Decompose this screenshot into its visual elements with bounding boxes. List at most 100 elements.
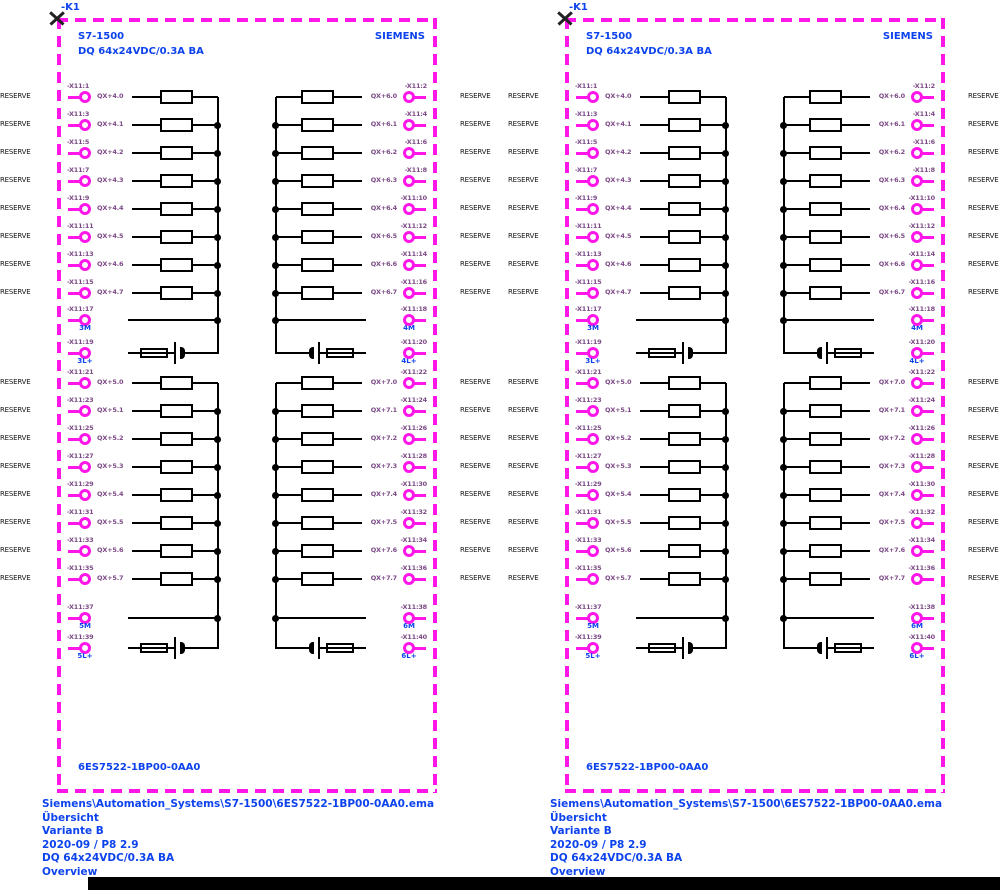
wire [636, 647, 683, 649]
reserve-label: RESERVE [460, 546, 491, 554]
output-symbol-box [301, 118, 334, 132]
signal-label: QX+6.0 [370, 91, 398, 100]
pin-number: -X11:8 [404, 166, 427, 174]
power-label: 3M [587, 324, 599, 332]
reserve-label: RESERVE [460, 378, 491, 386]
wire [842, 208, 870, 210]
footer-line: Siemens\Automation_Systems\S7-1500\6ES75… [550, 798, 943, 810]
wire [842, 550, 870, 552]
output-symbol-box [809, 286, 842, 300]
reserve-label: RESERVE [508, 288, 539, 296]
wire [193, 152, 218, 154]
pin-circle [587, 175, 599, 187]
pin-stub [576, 179, 589, 183]
reserve-label: RESERVE [968, 148, 999, 156]
pin-stub [413, 521, 426, 525]
reserve-label: RESERVE [968, 204, 999, 212]
wire [276, 550, 301, 552]
reserve-label: RESERVE [460, 204, 491, 212]
signal-label: QX+6.6 [878, 259, 906, 268]
wire [334, 494, 362, 496]
pin-stub [68, 549, 81, 553]
fuse-box [834, 348, 862, 358]
pin-number: -X11:9 [67, 194, 90, 202]
wire [276, 208, 301, 210]
wire [276, 494, 301, 496]
signal-label: QX+5.1 [97, 405, 124, 414]
wire [701, 180, 726, 182]
pin-number: -X11:15 [575, 278, 602, 286]
output-symbol-box [160, 572, 193, 586]
wire [128, 352, 175, 354]
output-symbol-box [809, 258, 842, 272]
wire [827, 352, 874, 354]
pin-circle [79, 91, 91, 103]
wire [132, 522, 160, 524]
pin-number: -X11:1 [575, 82, 598, 90]
pin-stub [921, 493, 934, 497]
pin-circle [79, 612, 91, 624]
reserve-label: RESERVE [0, 490, 31, 498]
pin-circle [403, 573, 415, 585]
wire [640, 522, 668, 524]
pin-circle [403, 405, 415, 417]
pin-stub [413, 409, 426, 413]
reserve-label: RESERVE [508, 92, 539, 100]
junction-dot [722, 149, 729, 157]
output-symbol-box [668, 258, 701, 272]
pin-circle [403, 461, 415, 473]
pin-circle [587, 347, 599, 359]
wire [334, 550, 362, 552]
wire [276, 264, 301, 266]
reserve-label: RESERVE [460, 406, 491, 414]
pin-circle [587, 573, 599, 585]
footer-line: DQ 64x24VDC/0.3A BA [42, 852, 175, 865]
pin-number: -X11:23 [67, 396, 94, 404]
wire [276, 96, 301, 98]
pin-stub [576, 577, 589, 581]
reserve-label: RESERVE [968, 574, 999, 582]
wire [636, 319, 726, 321]
junction-dot [780, 575, 787, 583]
pin-number: -X11:31 [67, 508, 94, 516]
output-symbol-box [301, 376, 334, 390]
pin-circle [587, 545, 599, 557]
junction-dot [780, 149, 787, 157]
pin-number: -X11:12 [400, 222, 428, 230]
wire [701, 382, 726, 384]
junction-dot [214, 575, 221, 583]
signal-label: QX+4.4 [605, 203, 632, 212]
panel-border-left [57, 18, 61, 793]
pin-number: -X11:4 [912, 110, 935, 118]
pin-circle [403, 119, 415, 131]
pin-stub [576, 616, 589, 620]
junction-dot [780, 289, 787, 297]
junction-dot [214, 205, 221, 213]
wire [193, 522, 218, 524]
output-symbol-box [160, 460, 193, 474]
pin-number: -X11:35 [67, 564, 94, 572]
wire [276, 410, 301, 412]
power-label: 3L+ [585, 357, 601, 365]
pin-number: -X11:25 [575, 424, 602, 432]
output-symbol-box [809, 376, 842, 390]
pin-circle [79, 147, 91, 159]
reserve-label: RESERVE [0, 232, 31, 240]
power-label: 4L+ [909, 357, 925, 365]
wire [276, 319, 366, 321]
output-symbol-box [301, 404, 334, 418]
footer-line: Overview [550, 866, 606, 878]
wire [784, 550, 809, 552]
wire [842, 410, 870, 412]
junction-dot [272, 261, 279, 269]
output-symbol-box [160, 118, 193, 132]
output-symbol-box [809, 572, 842, 586]
reserve-label: RESERVE [460, 92, 491, 100]
pin-number: -X11:29 [575, 480, 602, 488]
wire [693, 647, 726, 649]
pin-stub [921, 577, 934, 581]
pin-stub [68, 493, 81, 497]
pin-number: -X11:40 [908, 633, 936, 641]
pin-stub [413, 318, 426, 322]
reserve-label: RESERVE [508, 176, 539, 184]
